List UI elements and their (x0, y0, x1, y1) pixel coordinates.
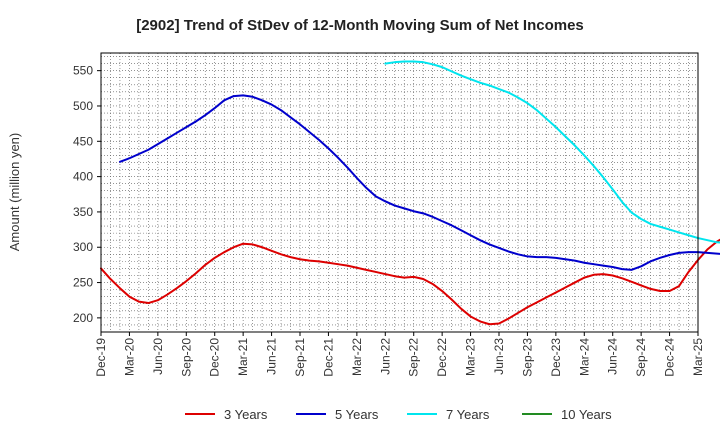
series-line-7-years (384, 60, 720, 244)
legend: 3 Years 5 Years 7 Years 10 Years (185, 407, 612, 422)
x-tick-label: Jun-24 (606, 338, 620, 375)
x-tick-label: Mar-20 (122, 338, 136, 376)
plot-area (101, 53, 698, 332)
chart-title: [2902] Trend of StDev of 12-Month Moving… (136, 17, 584, 34)
gridlines (101, 53, 698, 332)
y-tick-label: 300 (73, 240, 93, 254)
x-tick-label: Jun-23 (492, 338, 506, 375)
x-tick-label: Jun-22 (378, 338, 392, 375)
x-tick-label: Dec-21 (321, 338, 335, 377)
y-tick-label: 400 (73, 170, 93, 184)
legend-label: 10 Years (561, 407, 612, 422)
x-tick-label: Sep-22 (407, 338, 421, 377)
y-tick-label: 200 (73, 311, 93, 325)
series-layer (100, 60, 720, 326)
legend-label: 7 Years (446, 407, 490, 422)
x-tick-label: Dec-22 (435, 338, 449, 377)
y-tick-label: 550 (73, 64, 93, 78)
x-tick-label: Mar-22 (350, 338, 364, 376)
x-tick-label: Dec-20 (208, 338, 222, 377)
x-tick-label: Sep-21 (293, 338, 307, 377)
x-tick-label: Sep-24 (634, 338, 648, 377)
y-tick-label: 250 (73, 276, 93, 290)
series-line-3-years (100, 238, 720, 326)
y-tick-label: 500 (73, 99, 93, 113)
y-axis-label: Amount (million yen) (7, 133, 22, 252)
x-tick-label: Dec-24 (663, 338, 677, 377)
legend-label: 5 Years (335, 407, 379, 422)
legend-label: 3 Years (224, 407, 268, 422)
x-tick-label: Dec-23 (549, 338, 563, 377)
series-line-5-years (118, 94, 720, 271)
x-tick-label: Jun-20 (151, 338, 165, 375)
x-tick-label: Sep-23 (520, 338, 534, 377)
x-axis-ticks: Dec-19 Mar-20 Jun-20 Sep-20 Dec-20 Mar-21 Jun-… (94, 332, 705, 377)
x-tick-label: Mar-21 (236, 338, 250, 376)
y-tick-label: 450 (73, 134, 93, 148)
x-tick-label: Sep-20 (179, 338, 193, 377)
x-tick-label: Mar-24 (577, 338, 591, 376)
x-tick-label: Mar-25 (691, 338, 705, 376)
x-tick-label: Jun-21 (265, 338, 279, 375)
x-tick-label: Mar-23 (464, 338, 478, 376)
x-tick-label: Dec-19 (94, 338, 108, 377)
y-axis-ticks: 200 250 300 350 400 450 500 550 (73, 64, 101, 325)
plot-frame (100, 52, 699, 333)
y-tick-label: 350 (73, 205, 93, 219)
